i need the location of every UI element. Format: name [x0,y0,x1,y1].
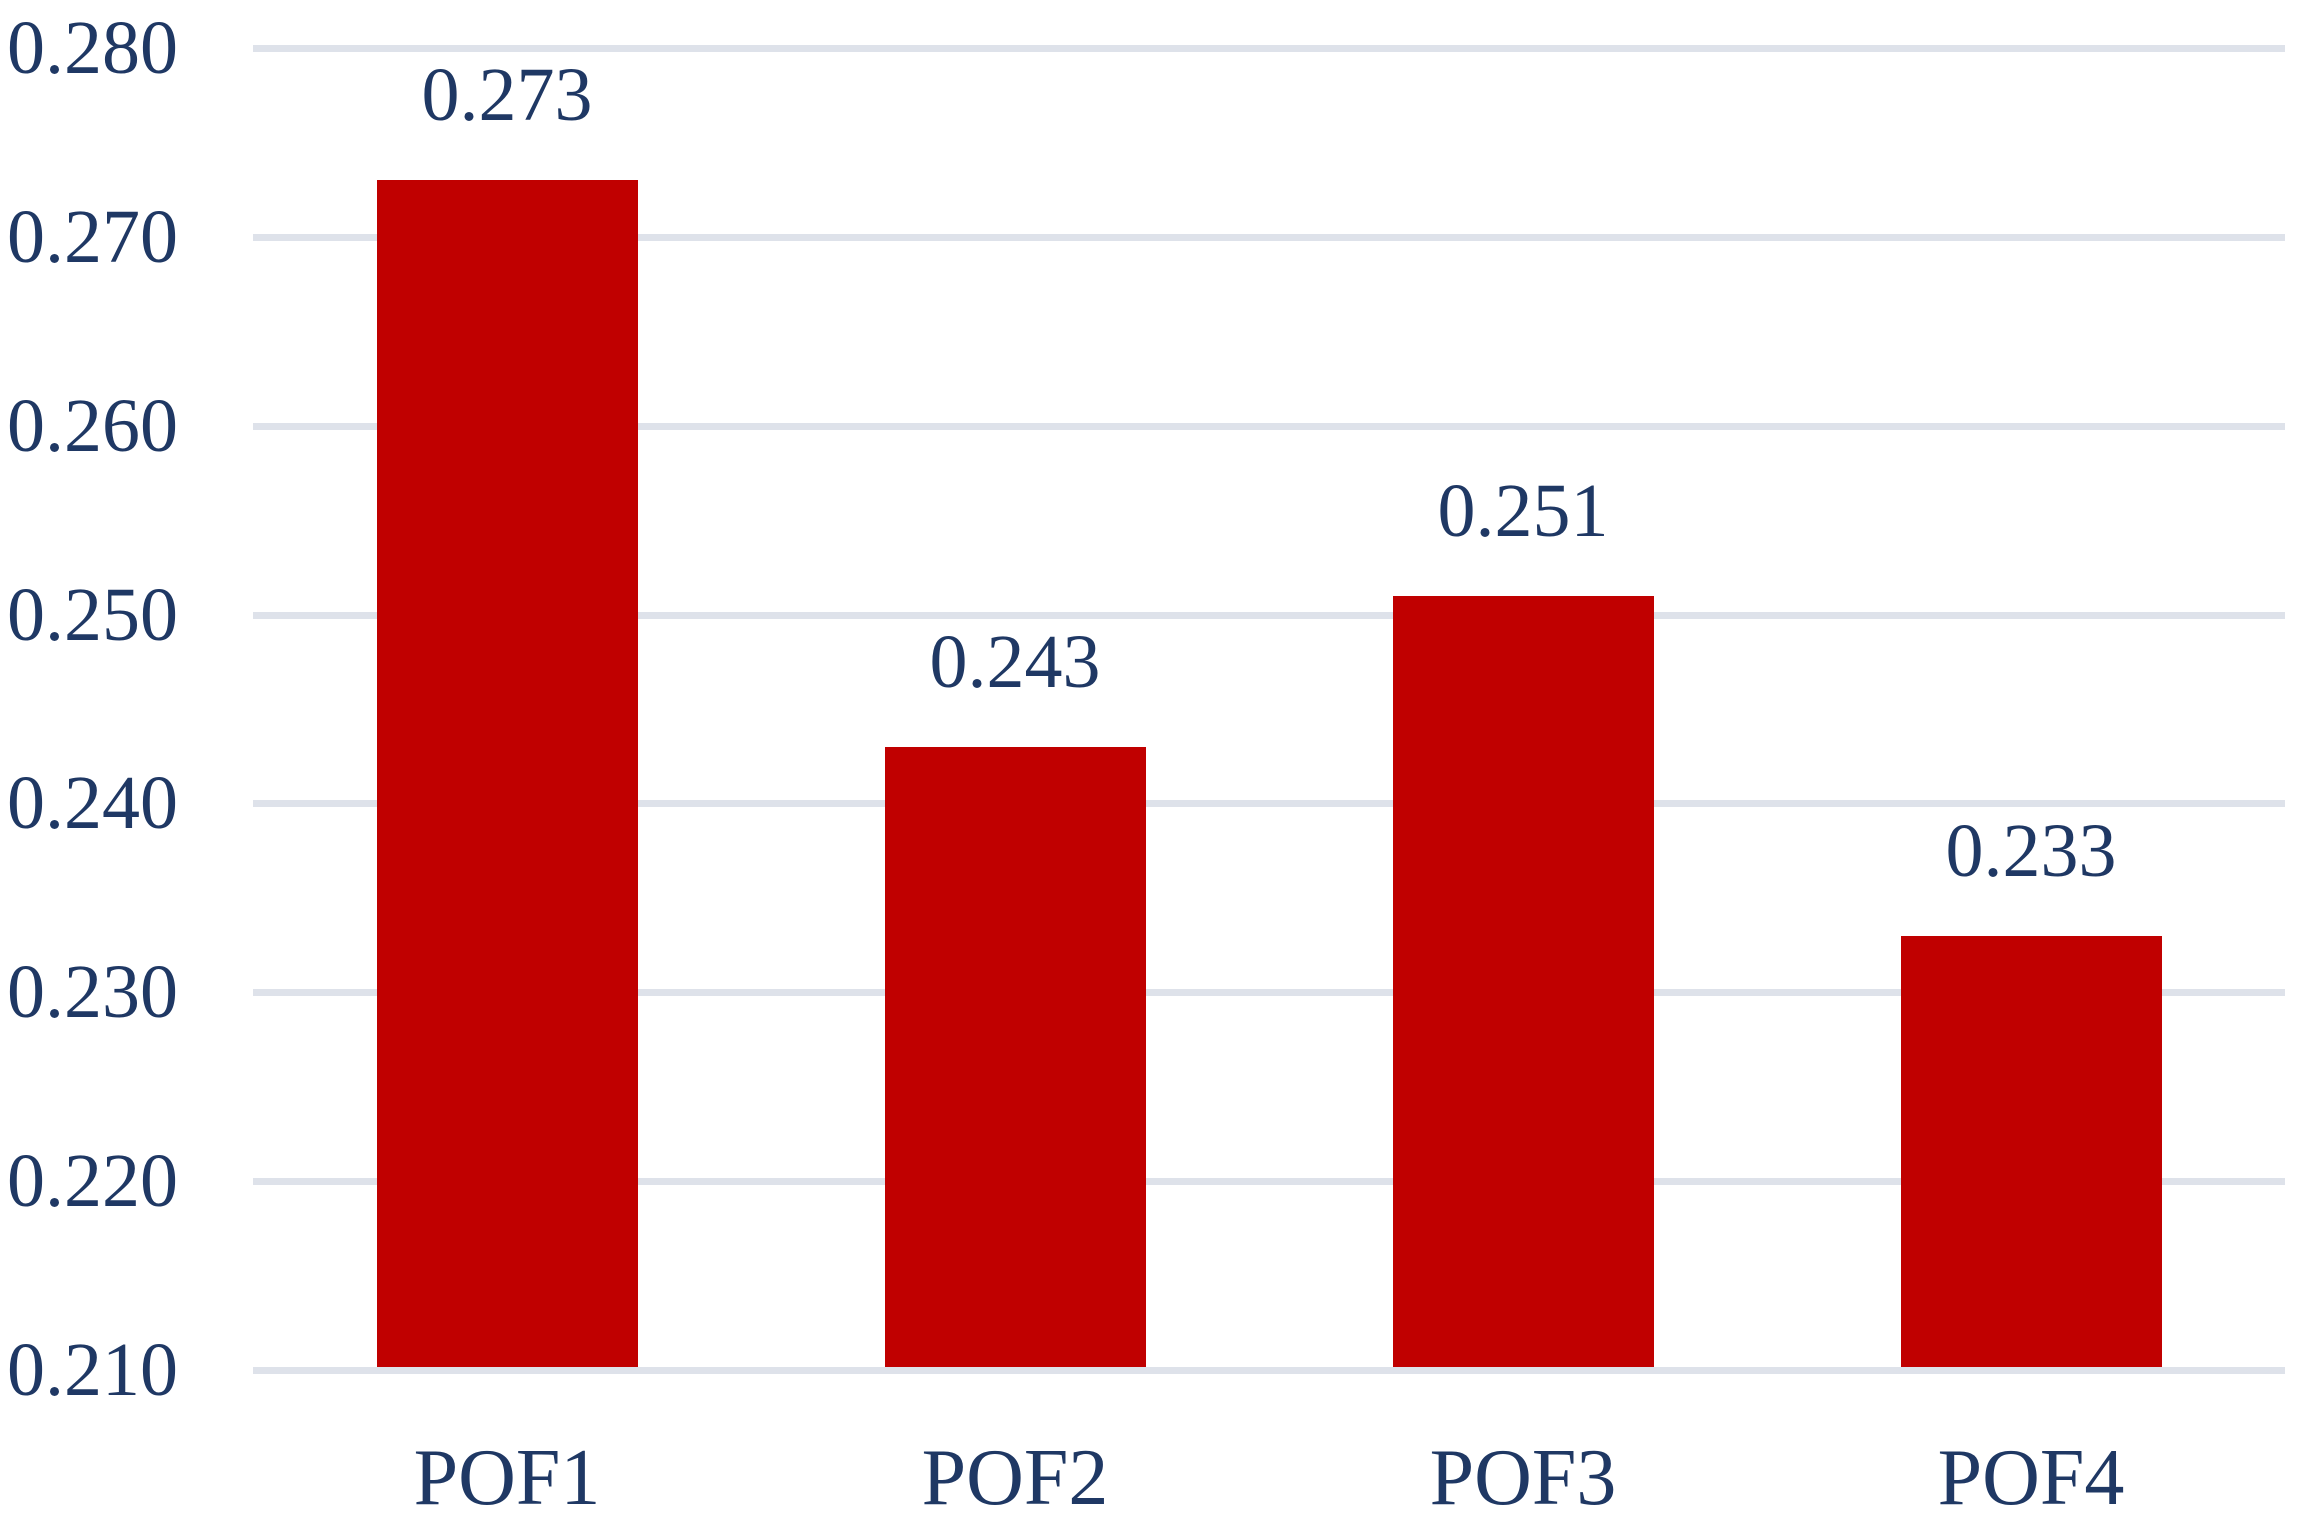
y-axis-tick-label: 0.270 [7,194,178,279]
bar-pof4 [1900,935,2162,1367]
bar-data-label: 0.251 [1437,468,1609,553]
gridline [253,611,2285,619]
bar-pof2 [884,746,1146,1367]
gridline [253,422,2285,430]
bar-pof3 [1392,595,1654,1367]
y-axis-tick-label: 0.280 [7,6,178,90]
y-axis-tick-label: 0.210 [7,1328,178,1412]
gridline [253,45,2285,52]
y-axis-tick-label: 0.260 [7,383,178,468]
x-axis-category-label: POF1 [413,1434,601,1522]
bar-pof1 [376,180,638,1367]
y-axis-tick-label: 0.250 [7,572,178,657]
bar-data-label: 0.273 [421,53,593,138]
gridline [253,1367,2285,1374]
x-axis-category-label: POF4 [1937,1434,2125,1522]
gridline [253,800,2285,808]
y-axis-tick-label: 0.230 [7,950,178,1035]
gridline [253,989,2285,997]
gridline [253,1178,2285,1186]
x-axis-category-label: POF2 [921,1434,1109,1522]
bar-data-label: 0.233 [1945,808,2117,893]
x-axis-category-label: POF3 [1429,1434,1617,1522]
gridline [253,233,2285,241]
bar-data-label: 0.243 [929,619,1101,704]
y-axis-tick-label: 0.240 [7,761,178,846]
y-axis-tick-label: 0.220 [7,1139,178,1224]
